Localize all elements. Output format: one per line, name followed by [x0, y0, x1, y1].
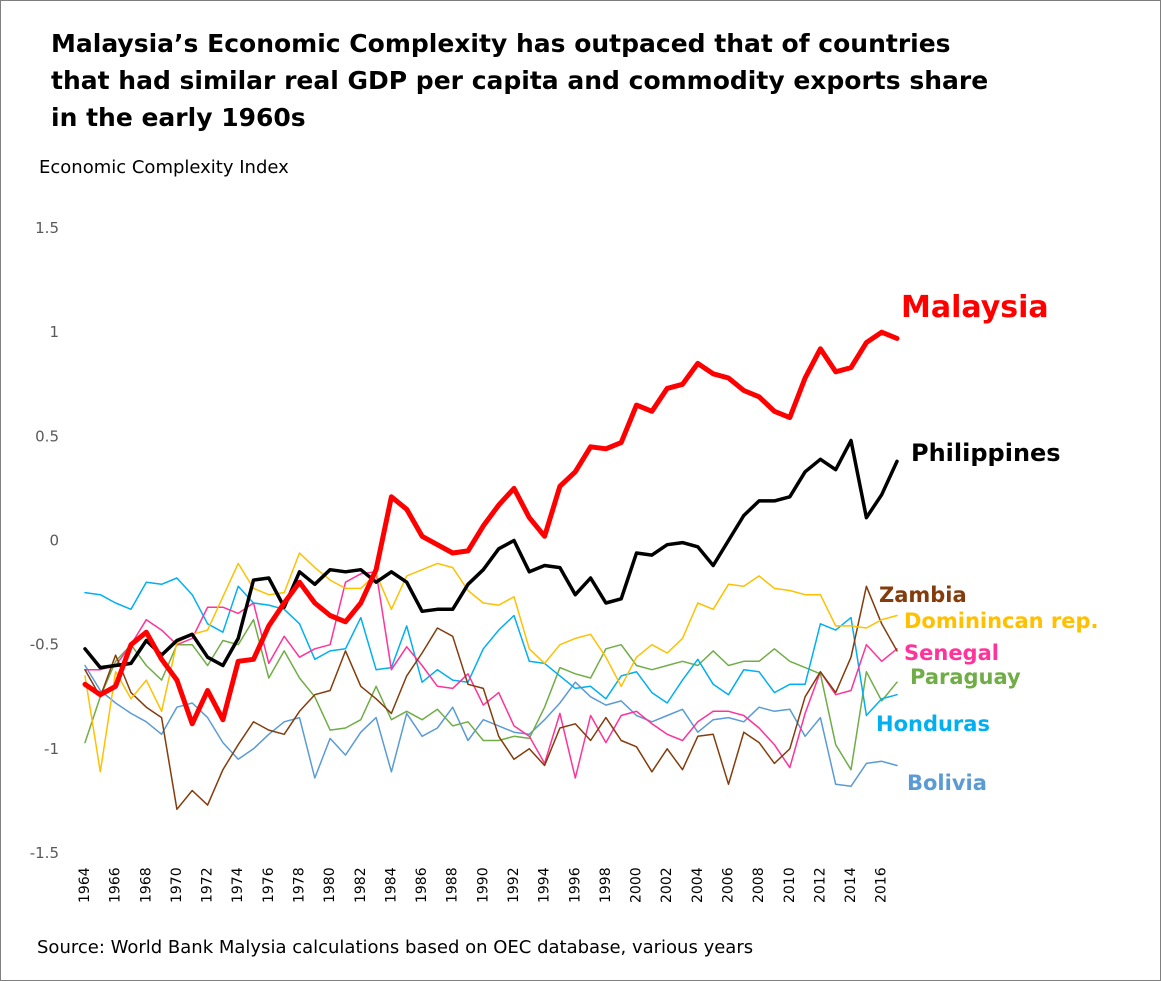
x-tick-label: 2004	[690, 867, 706, 903]
series-line-philippines	[83, 438, 899, 670]
y-axis-label: Economic Complexity Index	[39, 157, 289, 178]
series-lines	[82, 329, 900, 811]
x-tick-label: 2006	[720, 867, 736, 903]
y-tick-label: 1.5	[35, 219, 59, 237]
x-tick-label: 1970	[169, 867, 185, 903]
x-tick-label: 1998	[598, 867, 614, 903]
x-tick-label: 1968	[138, 867, 154, 903]
y-tick-label: 0	[49, 532, 59, 550]
x-tick-label: 1986	[414, 867, 430, 903]
x-tick-label: 1974	[230, 867, 246, 903]
x-tick-label: 1964	[77, 867, 93, 903]
x-tick-label: 1996	[567, 867, 583, 903]
chart-title: Malaysia’s Economic Complexity has outpa…	[51, 29, 989, 132]
y-tick-label: 0.5	[35, 427, 59, 445]
series-label-philippines: Philippines	[911, 439, 1061, 467]
series-line-senegal	[84, 571, 898, 779]
x-tick-label: 1980	[322, 867, 338, 903]
series-label-bolivia: Bolivia	[907, 771, 987, 795]
series-label-honduras: Honduras	[876, 712, 990, 736]
series-line-paraguay	[84, 618, 898, 771]
y-tick-label: -1	[44, 740, 59, 758]
series-label-malaysia: Malaysia	[901, 290, 1049, 325]
x-tick-label: 2010	[782, 867, 798, 903]
series-label-senegal: Senegal	[904, 641, 999, 665]
series-line-dominincan-rep	[84, 552, 898, 773]
series-line-bolivia	[84, 664, 898, 788]
series-label-zambia: Zambia	[879, 583, 967, 607]
y-tick-label: -1.5	[30, 844, 59, 862]
x-tick-label: 1988	[445, 867, 461, 903]
series-label-dominincan-rep: Dominincan rep.	[904, 609, 1099, 633]
x-tick-label: 1984	[383, 867, 399, 903]
series-line-malaysia	[82, 329, 900, 727]
y-tick-label: -0.5	[30, 636, 59, 654]
x-tick-label: 1972	[200, 867, 216, 903]
x-tick-label: 1990	[475, 867, 491, 903]
series-line-honduras	[84, 577, 898, 717]
x-tick-label: 2002	[659, 867, 675, 903]
x-tick-label: 2008	[751, 867, 767, 903]
x-tick-label: 1976	[261, 867, 277, 903]
series-line-zambia	[84, 585, 898, 811]
x-tick-label: 1966	[108, 867, 124, 903]
x-tick-label: 2012	[812, 867, 828, 903]
x-tick-label: 1982	[353, 867, 369, 903]
x-tick-label: 2016	[874, 867, 890, 903]
x-tick-label: 2000	[629, 867, 645, 903]
x-tick-label: 1992	[506, 867, 522, 903]
x-tick-label: 1978	[291, 867, 307, 903]
y-tick-label: 1	[49, 323, 59, 341]
x-tick-label: 2014	[843, 867, 859, 903]
source-note: Source: World Bank Malysia calculations …	[37, 937, 754, 958]
x-tick-label: 1994	[537, 867, 553, 903]
series-label-paraguay: Paraguay	[910, 665, 1021, 689]
